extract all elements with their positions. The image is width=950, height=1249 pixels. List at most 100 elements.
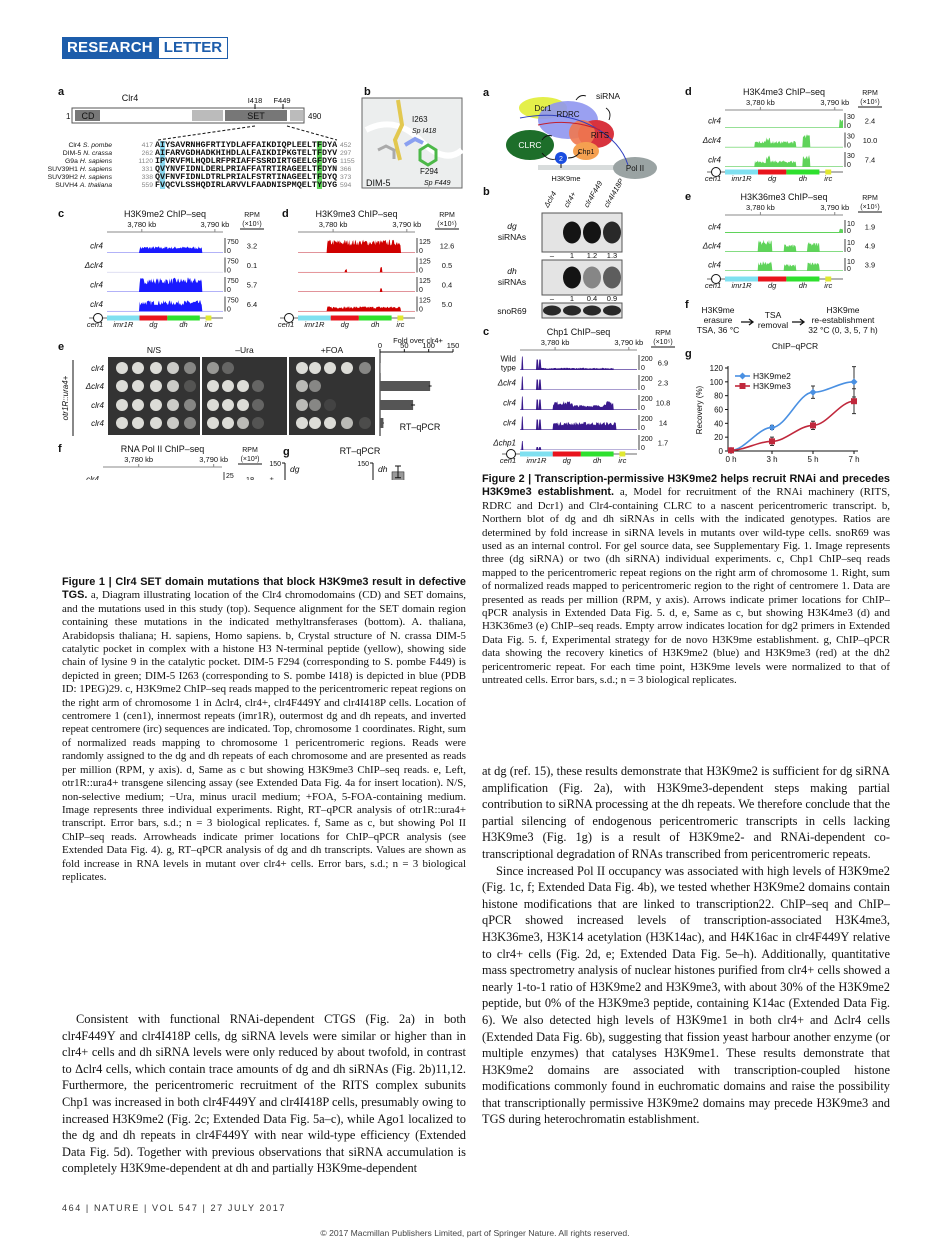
chp1 (573, 142, 599, 160)
yeast-spot (237, 380, 249, 392)
seq-start: 417 (142, 142, 154, 149)
clrc (506, 130, 554, 160)
scale-min: 0 (227, 268, 231, 275)
coverage-track (725, 239, 843, 252)
yeast-spot (252, 417, 264, 429)
step-text: TSA (765, 310, 782, 320)
chromosome-region (580, 451, 614, 457)
error-bar (395, 465, 401, 479)
panel-title: ChIP–qPCR (772, 341, 818, 351)
seq-start: 1120 (138, 158, 153, 165)
rpm-value: 18 (246, 475, 254, 480)
scale-max: 30 (847, 134, 855, 141)
yeast-spot (222, 380, 234, 392)
yeast-spot (184, 417, 196, 429)
tick-label: 150 (447, 341, 460, 350)
yeast-spot (116, 380, 128, 392)
clrc-label: CLRC (518, 140, 541, 150)
step-text: removal (758, 320, 788, 330)
seq-end: 452 (340, 142, 352, 149)
rpm-label: RPM (244, 212, 260, 219)
sidechain (377, 144, 396, 159)
seq-start: 262 (142, 150, 154, 157)
yeast-spot (150, 380, 162, 392)
set-label: SET (247, 111, 265, 121)
coverage-track (107, 277, 223, 292)
chromosome-region (619, 451, 626, 457)
scale-min: 0 (227, 307, 231, 314)
ratio: 1 (570, 294, 574, 303)
arrow-icon (792, 318, 806, 326)
scale-max: 750 (227, 278, 239, 285)
tick-label: 0 (719, 447, 724, 456)
scale-max: 200 (641, 436, 653, 443)
track-label: Wild (500, 355, 516, 364)
yeast-spot (167, 399, 179, 411)
chromosome-region (725, 276, 759, 282)
yeast-spot (222, 399, 234, 411)
chromosome-region (786, 169, 820, 175)
tick-label: 100 (710, 378, 724, 387)
scale-max: 750 (227, 298, 239, 305)
yeast-spot (359, 362, 371, 374)
region-label: dh (371, 320, 379, 329)
y-axis-label: Recovery (%) (695, 385, 704, 434)
panel-letter: d (282, 208, 289, 220)
region-label: cen1 (87, 320, 103, 329)
chromosome-region (205, 315, 212, 321)
panel-letter: a (483, 87, 490, 99)
track-label: clr4 (503, 399, 516, 408)
medium-label: –Ura (235, 345, 254, 355)
scale-max: 25 (226, 473, 234, 480)
rpm-unit: (×10³) (241, 456, 260, 463)
dcr1-label: Dcr1 (535, 104, 552, 113)
yeast-spot (237, 399, 249, 411)
kb-coordinate: 3,790 kb (614, 338, 643, 347)
chromosome-region (825, 169, 832, 175)
chromosome-region (825, 276, 832, 282)
chromosome-region (139, 315, 168, 321)
cd-domain (75, 110, 100, 121)
nascent-transcript (519, 114, 629, 166)
strain-label: clr4 (91, 364, 104, 373)
track-label: clr4 (708, 156, 721, 165)
region-label: cen1 (500, 456, 516, 465)
scale-max: 125 (419, 239, 431, 246)
step-text: H3K9me (826, 305, 859, 315)
region-label: imr1R (113, 320, 134, 329)
scale-min: 0 (847, 228, 851, 235)
yeast-spot (207, 362, 219, 374)
seq-end: 1155 (340, 158, 355, 165)
scale-max: 30 (847, 153, 855, 160)
panel-letter: g (283, 446, 290, 458)
centromere-icon (506, 449, 516, 459)
sirna-strand (537, 121, 601, 131)
arrow-icon (741, 318, 755, 326)
rpm-label: RPM (439, 212, 455, 219)
legend-marker (739, 383, 746, 389)
coverage-track (520, 416, 637, 430)
rpm-value: 3.2 (247, 242, 257, 251)
species: H. sapiens (80, 158, 113, 165)
lane-label: clr4I418P (602, 177, 626, 209)
centromere-icon (93, 313, 103, 323)
data-point (851, 398, 857, 405)
ratio: – (550, 294, 555, 303)
domain (290, 110, 303, 121)
rpm-value: 10.8 (656, 399, 671, 408)
protein-label: DIM-5 (366, 178, 391, 188)
section-label: RESEARCH (62, 37, 158, 59)
coverage-track (520, 396, 637, 410)
yeast-spot (222, 417, 234, 429)
yeast-spot (252, 380, 264, 392)
rpm-label: RPM (862, 90, 878, 97)
coverage-track (298, 306, 415, 312)
sequence: QVYNVFIDNLDERLPRIAFFATRTIRAGEELTFDYN (155, 164, 337, 174)
seq-end: 594 (340, 182, 352, 189)
yeast-spot (116, 362, 128, 374)
track-label: Δclr4 (84, 261, 104, 270)
region-label: dh (179, 320, 187, 329)
data-point (728, 447, 734, 454)
bar (380, 381, 431, 391)
scale-min: 0 (227, 287, 231, 294)
